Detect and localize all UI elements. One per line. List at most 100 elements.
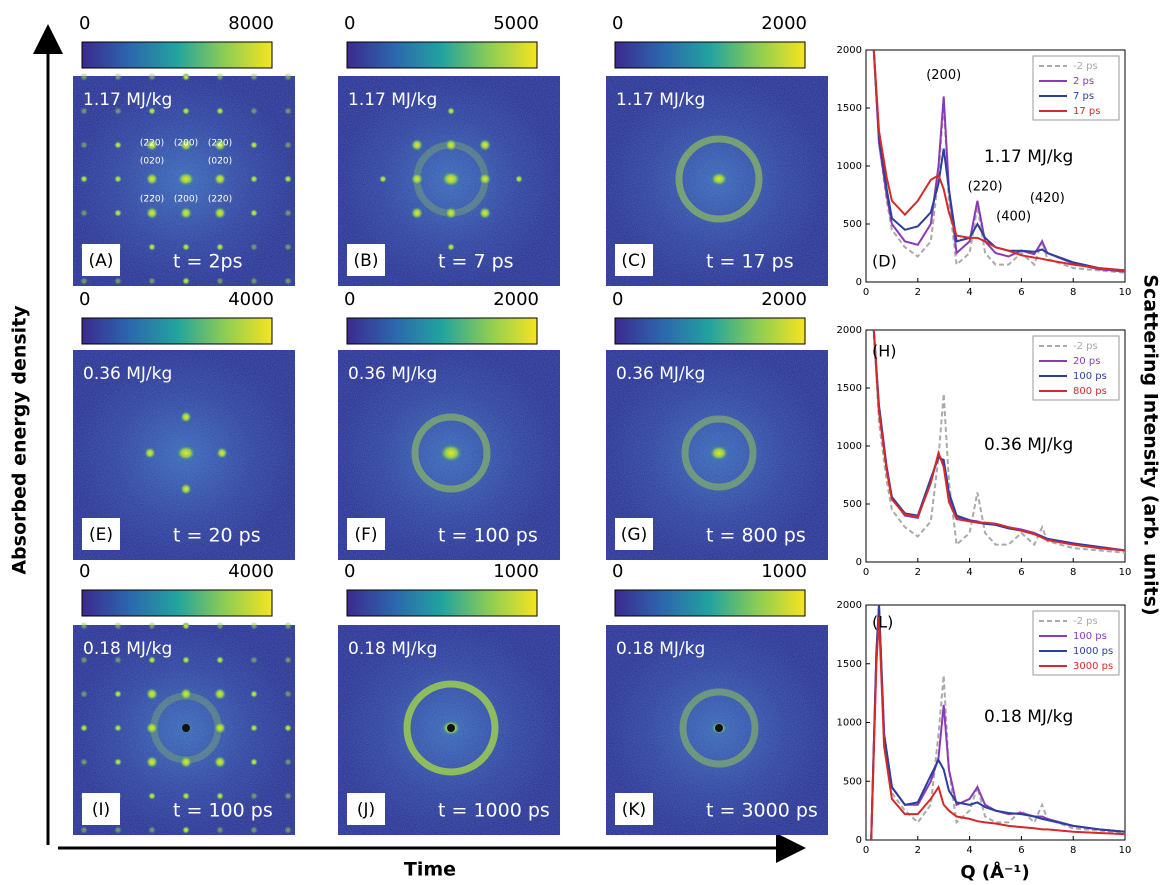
- bragg-spot: [284, 724, 292, 732]
- legend-label: -2 ps: [1073, 61, 1098, 72]
- y-tick-label: 500: [843, 776, 862, 787]
- bragg-spot: [410, 206, 424, 220]
- legend-label: -2 ps: [1073, 616, 1098, 627]
- legend-label: 3000 ps: [1073, 661, 1113, 672]
- bragg-spot: [410, 172, 424, 186]
- y-tick-label: 1000: [837, 161, 862, 172]
- chart-letter: (D): [872, 252, 897, 271]
- y-tick-label: 1000: [837, 718, 862, 729]
- bragg-spot: [114, 73, 122, 81]
- x-tick-label: 0: [863, 287, 869, 298]
- bragg-spot: [250, 175, 258, 183]
- bragg-spot: [216, 73, 224, 81]
- bragg-spot: [284, 141, 292, 149]
- legend-label: 20 ps: [1073, 356, 1100, 367]
- series-line: [870, 604, 1126, 841]
- energy-label: 0.36 MJ/kg: [616, 364, 705, 384]
- time-label: t = 17 ps: [706, 251, 794, 273]
- beam-block: [715, 724, 723, 732]
- q-axis-label: Q (Å⁻¹): [960, 860, 1029, 883]
- colorbar: [81, 589, 273, 617]
- y-tick-label: 1500: [837, 383, 862, 394]
- letter-box: [615, 793, 653, 825]
- bragg-spot: [284, 656, 292, 664]
- bragg-spot: [148, 622, 156, 630]
- series-line: [872, 329, 1126, 552]
- bragg-spot: [284, 826, 292, 834]
- bragg-spot: [114, 622, 122, 630]
- miller-index: (200): [174, 139, 198, 149]
- bragg-spot: [182, 622, 190, 630]
- bragg-spot: [145, 138, 159, 152]
- series-line: [872, 49, 1126, 273]
- bragg-spot: [284, 73, 292, 81]
- bragg-spot: [478, 206, 492, 220]
- series-line: [872, 329, 1126, 554]
- bragg-spot: [179, 138, 193, 152]
- bragg-spot: [148, 277, 156, 285]
- bragg-spot: [379, 175, 387, 183]
- x-tick-label: 4: [966, 567, 972, 578]
- bragg-spot: [250, 107, 258, 115]
- colorbar-max: 5000: [493, 13, 539, 34]
- time-label: t = 100 ps: [438, 525, 538, 547]
- bragg-spot: [284, 690, 292, 698]
- bragg-spot: [80, 758, 88, 766]
- legend-label: 1000 ps: [1073, 646, 1113, 657]
- bragg-spot: [284, 622, 292, 630]
- bragg-spot: [213, 172, 227, 186]
- bragg-spot: [284, 277, 292, 285]
- chart-energy: 0.36 MJ/kg: [984, 435, 1073, 455]
- colorbar-min: 0: [612, 13, 623, 34]
- colorbar-max: 8000: [228, 13, 274, 34]
- bragg-spot: [182, 826, 190, 834]
- letter-box: [347, 793, 385, 825]
- x-tick-label: 4: [966, 287, 972, 298]
- bragg-spot: [114, 826, 122, 834]
- energy-label: 1.17 MJ/kg: [616, 90, 705, 110]
- miller-index: (02̄0): [208, 157, 232, 167]
- chart-energy: 0.18 MJ/kg: [984, 707, 1073, 727]
- x-tick-label: 2: [915, 287, 921, 298]
- bragg-spot: [182, 792, 190, 800]
- bragg-spot: [447, 243, 455, 251]
- miller-index: (2̄2̄0): [140, 195, 164, 205]
- bragg-spot: [114, 209, 122, 217]
- colorbar: [614, 41, 806, 69]
- beam-block: [182, 724, 190, 732]
- colorbar-min: 0: [612, 561, 623, 582]
- bragg-spot: [80, 277, 88, 285]
- bragg-spot: [148, 107, 156, 115]
- bragg-spot: [114, 690, 122, 698]
- bragg-spot: [250, 758, 258, 766]
- bragg-spot: [145, 755, 159, 769]
- x-axis-label: Time: [404, 859, 456, 881]
- energy-label: 0.18 MJ/kg: [83, 639, 172, 659]
- bragg-spot: [80, 209, 88, 217]
- bragg-spot: [213, 687, 227, 701]
- legend-label: 17 ps: [1073, 106, 1100, 117]
- time-label: t = 1000 ps: [438, 800, 550, 822]
- bragg-spot: [213, 755, 227, 769]
- bragg-spot: [80, 107, 88, 115]
- bragg-spot: [182, 243, 190, 251]
- diffraction-ring: [675, 135, 763, 223]
- legend-label: 100 ps: [1073, 371, 1107, 382]
- y-axis-label: Absorbed energy density: [9, 305, 31, 575]
- bragg-spot: [182, 107, 190, 115]
- x-tick-label: 6: [1018, 287, 1024, 298]
- bragg-spot: [145, 172, 159, 186]
- colorbar-max: 4000: [228, 561, 274, 582]
- y-tick-label: 500: [843, 499, 862, 510]
- bragg-spot: [114, 724, 122, 732]
- bragg-spot: [182, 656, 190, 664]
- x-tick-label: 0: [863, 845, 869, 856]
- x-tick-label: 10: [1119, 287, 1132, 298]
- bragg-spot: [80, 656, 88, 664]
- bragg-spot: [144, 447, 156, 459]
- bragg-spot: [145, 721, 159, 735]
- time-label: t = 100 ps: [173, 800, 273, 822]
- x-tick-label: 0: [863, 567, 869, 578]
- diffraction-ring: [679, 688, 759, 768]
